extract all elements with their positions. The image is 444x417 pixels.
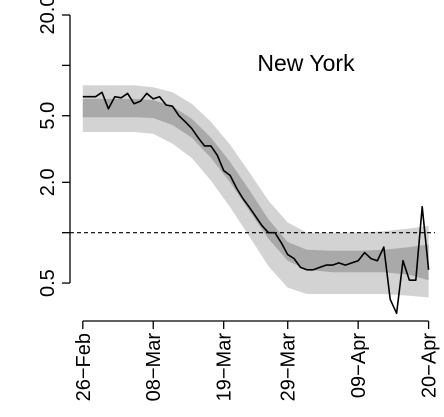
confidence-bands (82, 85, 429, 298)
x-tick-label: 29−Mar (278, 333, 300, 402)
y-tick-label: 0.5 (37, 269, 59, 297)
x-tick-label: 09−Apr (348, 333, 370, 398)
series-group (82, 91, 430, 315)
y-tick-label: 2.0 (37, 168, 59, 196)
outer-band (82, 85, 429, 298)
axes-group: 20.0 5.0 2.0 0.5 26−Feb 08−Mar 19−Mar 29−Mar 09−… (37, 0, 441, 401)
x-tick-label: 08−Mar (143, 333, 165, 402)
chart-annotation: New York (257, 50, 355, 76)
x-tick-label: 26−Feb (73, 333, 95, 401)
x-tick-label: 19−Mar (214, 333, 236, 402)
inner-band (82, 98, 429, 281)
y-tick-label: 20.0 (37, 0, 59, 34)
series-line-0 (82, 91, 430, 315)
x-tick-label: 20−Apr (419, 333, 441, 398)
y-tick-label: 5.0 (37, 102, 59, 130)
